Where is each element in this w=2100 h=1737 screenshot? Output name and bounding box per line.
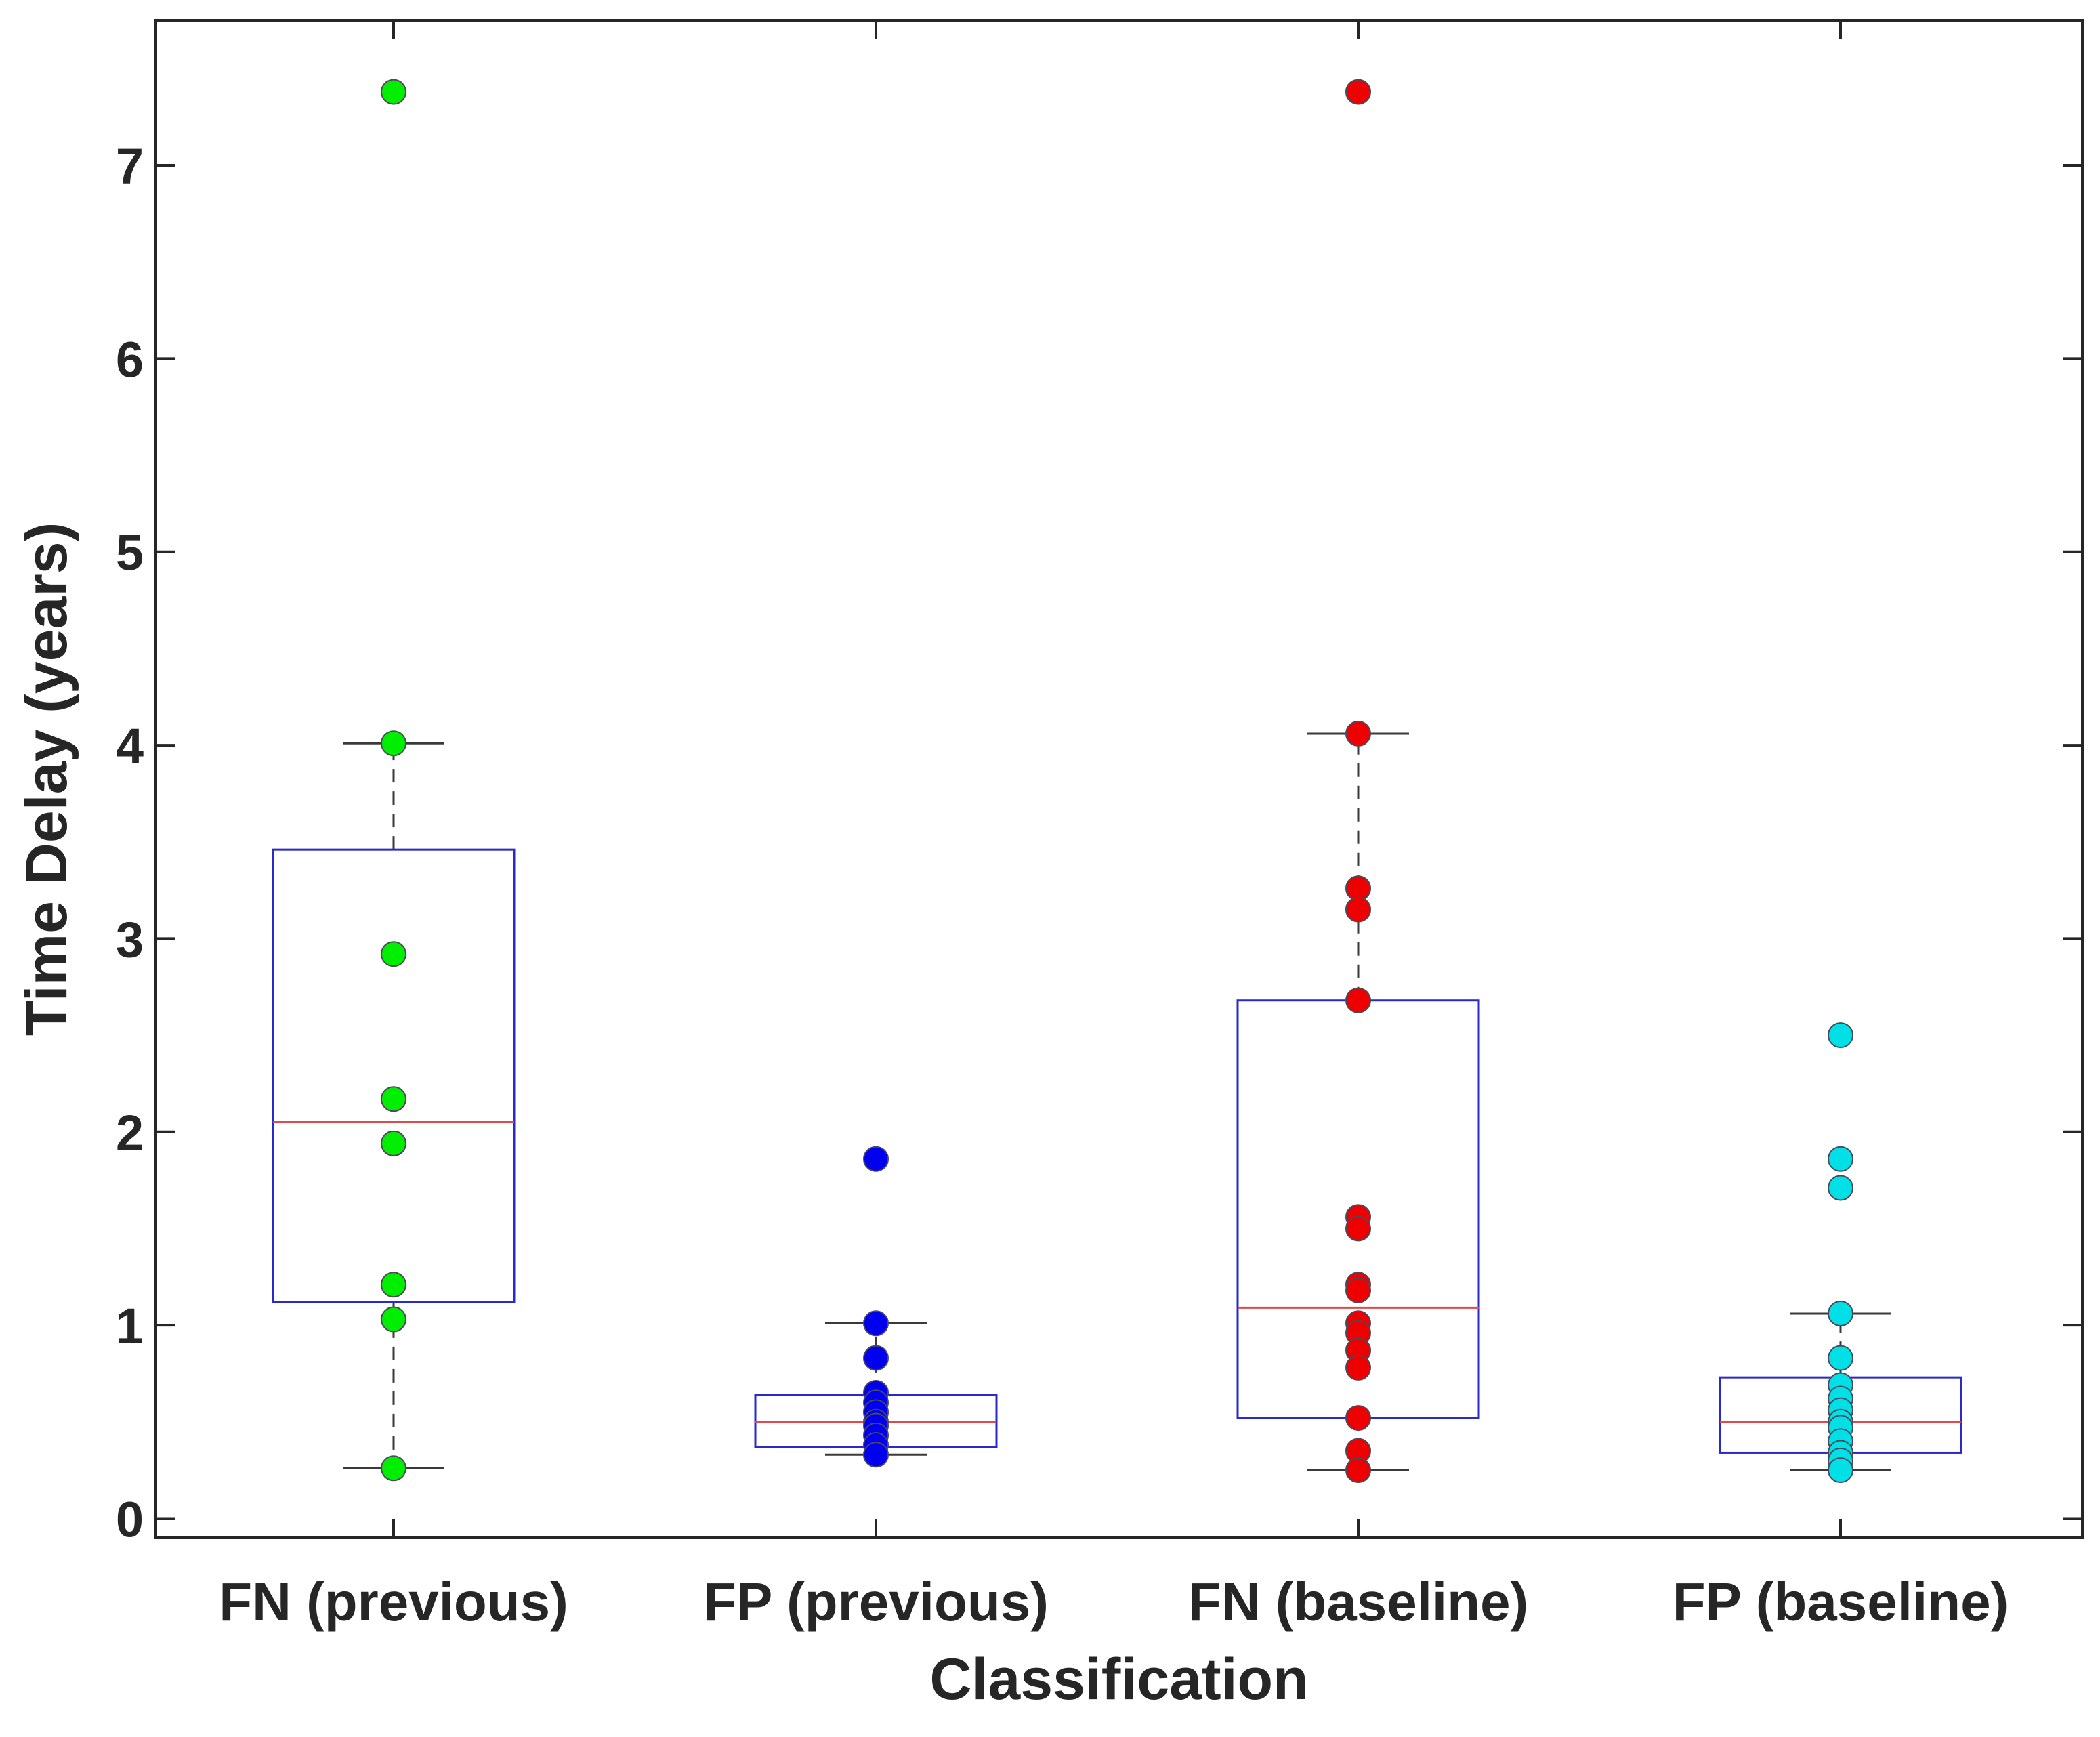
data-point <box>1345 720 1371 747</box>
data-point <box>1345 1215 1371 1242</box>
data-point <box>1828 1022 1853 1049</box>
y-tick-label: 5 <box>116 525 144 581</box>
iqr-box <box>272 848 516 1303</box>
tick-marks <box>156 20 2082 1538</box>
x-tick-label: FN (previous) <box>219 1572 568 1632</box>
data-point <box>863 1146 889 1172</box>
data-point <box>1828 1146 1853 1172</box>
axes: 0 1 2 3 4 5 6 7 FN (previous) FP (previous) FN (b… <box>116 19 2084 1632</box>
data-point <box>381 1272 406 1298</box>
data-point <box>1345 1354 1371 1381</box>
data-point <box>381 79 406 105</box>
y-tick-label: 7 <box>116 138 144 194</box>
y-tick-label: 1 <box>116 1298 144 1354</box>
y-tick-label: 2 <box>116 1105 144 1161</box>
x-axis-label: Classification <box>929 1647 1308 1712</box>
data-point <box>1345 1457 1371 1484</box>
data-point <box>1345 1277 1371 1303</box>
data-point <box>381 1306 406 1333</box>
data-point <box>863 1345 889 1371</box>
data-point <box>1828 1457 1853 1484</box>
data-point <box>381 730 406 757</box>
data-point <box>381 941 406 967</box>
plot-frame <box>154 19 2084 1539</box>
data-point <box>1828 1175 1853 1201</box>
data-point <box>381 1130 406 1156</box>
data-point <box>863 1442 889 1468</box>
data-point <box>1345 987 1371 1013</box>
data-point <box>863 1310 889 1337</box>
data-points <box>381 79 1853 1484</box>
x-tick-label: FN (baseline) <box>1188 1572 1528 1632</box>
data-point <box>381 1086 406 1112</box>
y-axis-label: Time Delay (years) <box>14 522 79 1037</box>
data-point <box>1345 896 1371 923</box>
y-tick-label: 4 <box>116 718 144 774</box>
data-point <box>1828 1300 1853 1326</box>
y-tick-labels: 0 1 2 3 4 5 6 7 <box>116 138 144 1547</box>
x-tick-label: FP (baseline) <box>1673 1572 2009 1632</box>
data-point <box>1345 1405 1371 1431</box>
y-tick-label: 3 <box>116 911 144 967</box>
y-tick-label: 6 <box>116 331 144 388</box>
data-point <box>1345 79 1371 105</box>
x-tick-labels: FN (previous) FP (previous) FN (baseline) F… <box>219 1572 2009 1632</box>
data-point <box>1828 1345 1853 1371</box>
data-point <box>381 1455 406 1482</box>
y-tick-label: 0 <box>116 1491 144 1547</box>
x-tick-label: FP (previous) <box>703 1572 1049 1632</box>
box-plots <box>272 732 1962 1471</box>
